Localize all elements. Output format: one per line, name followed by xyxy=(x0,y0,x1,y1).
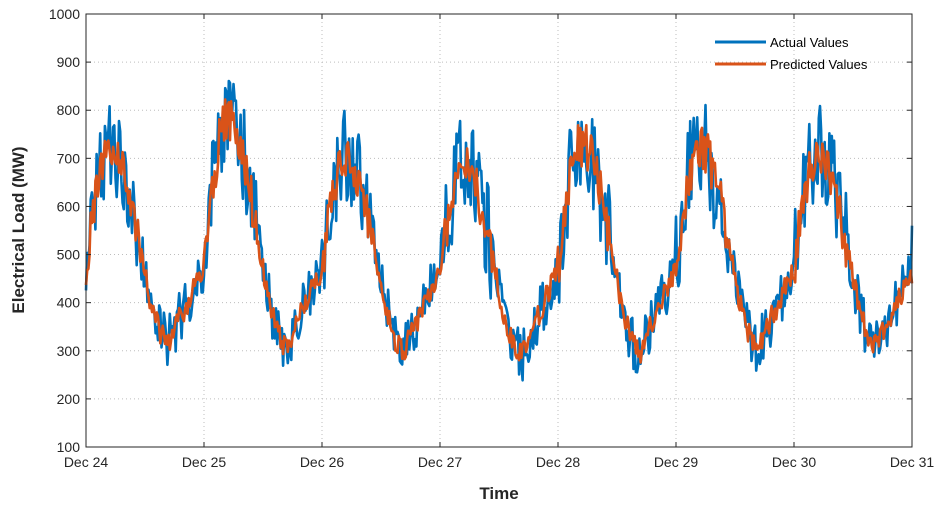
x-tick-label: Dec 29 xyxy=(654,454,699,470)
x-tick-label: Dec 27 xyxy=(418,454,463,470)
legend-label-actual: Actual Values xyxy=(770,35,849,50)
x-tick-label: Dec 28 xyxy=(536,454,581,470)
y-tick-label: 800 xyxy=(57,102,81,118)
y-tick-label: 100 xyxy=(57,439,81,455)
y-tick-label: 200 xyxy=(57,391,81,407)
y-tick-label: 900 xyxy=(57,54,81,70)
x-tick-label: Dec 30 xyxy=(772,454,817,470)
x-tick-label: Dec 25 xyxy=(182,454,227,470)
x-axis-title: Time xyxy=(479,484,518,503)
y-tick-label: 600 xyxy=(57,198,81,214)
x-tick-label: Dec 24 xyxy=(64,454,109,470)
y-tick-label: 400 xyxy=(57,295,81,311)
x-tick-label: Dec 26 xyxy=(300,454,345,470)
plot-area xyxy=(86,14,912,447)
y-tick-label: 500 xyxy=(57,247,81,263)
y-tick-label: 1000 xyxy=(49,6,80,22)
y-tick-label: 700 xyxy=(57,150,81,166)
y-tick-label: 300 xyxy=(57,343,81,359)
y-axis-title: Electrical Load (MW) xyxy=(9,146,28,313)
x-tick-label: Dec 31 xyxy=(890,454,935,470)
legend-label-predicted: Predicted Values xyxy=(770,57,868,72)
